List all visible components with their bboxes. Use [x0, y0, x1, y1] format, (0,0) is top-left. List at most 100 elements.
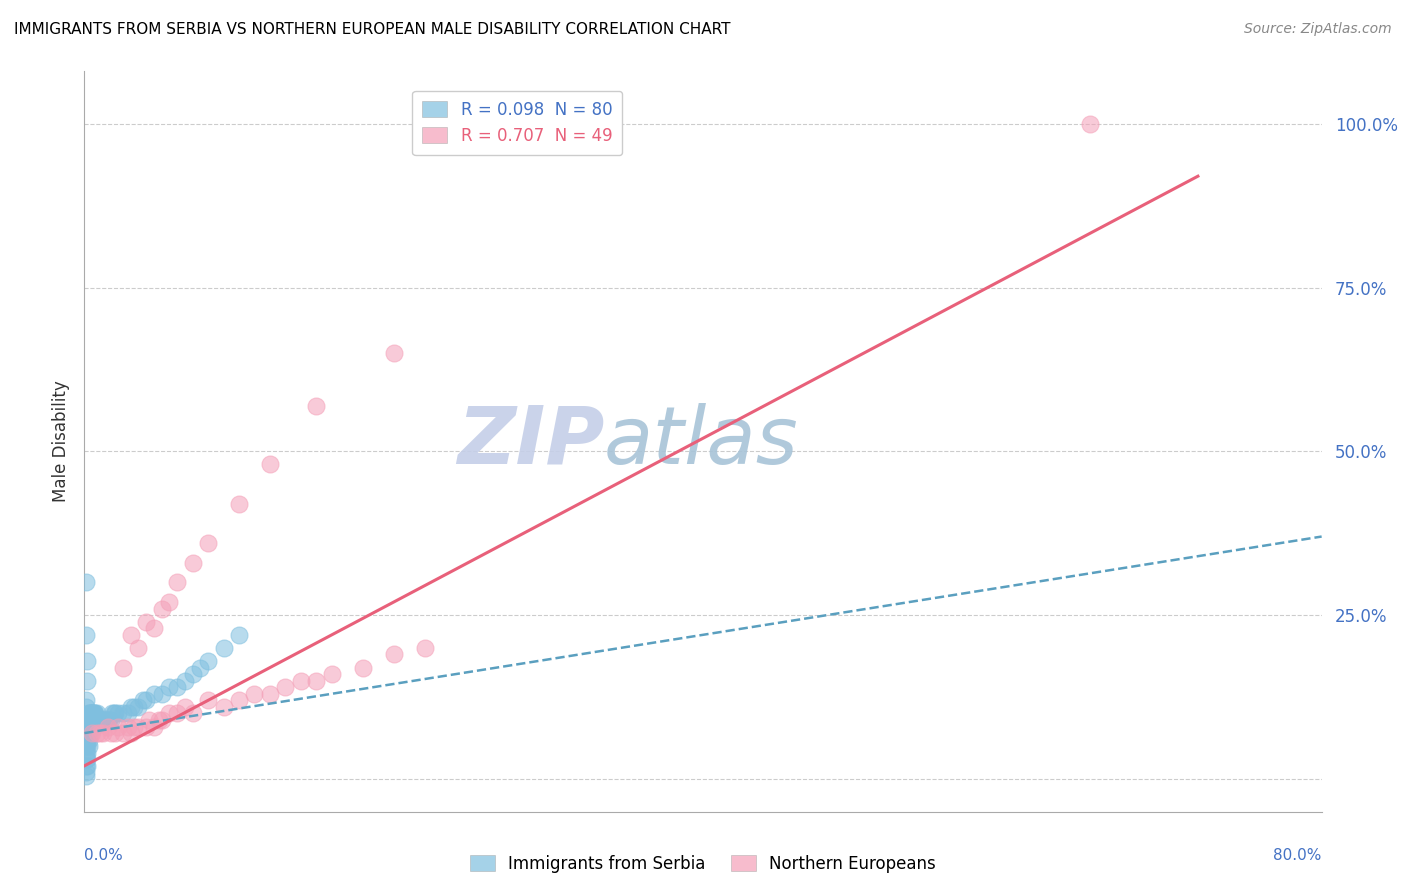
Point: [117, 706, 139, 721]
Point: [197, 654, 219, 668]
Legend: R = 0.098  N = 80, R = 0.707  N = 49: R = 0.098 N = 80, R = 0.707 N = 49: [412, 91, 623, 155]
Point: [77, 739, 100, 754]
Point: [89, 726, 111, 740]
Point: [87, 713, 110, 727]
Point: [83, 713, 105, 727]
Point: [76, 720, 98, 734]
Point: [84, 706, 107, 721]
Point: [148, 713, 170, 727]
Point: [86, 706, 108, 721]
Point: [274, 680, 297, 694]
Point: [150, 713, 173, 727]
Point: [174, 699, 197, 714]
Point: [90, 713, 112, 727]
Point: [259, 687, 281, 701]
Point: [77, 706, 100, 721]
Point: [143, 621, 166, 635]
Point: [82, 720, 104, 734]
Point: [75, 739, 97, 754]
Point: [75, 726, 97, 740]
Text: atlas: atlas: [605, 402, 799, 481]
Point: [135, 693, 157, 707]
Point: [100, 713, 122, 727]
Point: [103, 706, 125, 721]
Point: [107, 706, 129, 721]
Point: [76, 654, 98, 668]
Point: [382, 346, 405, 360]
Point: [112, 726, 135, 740]
Point: [132, 693, 155, 707]
Point: [228, 693, 250, 707]
Point: [104, 706, 127, 721]
Point: [135, 615, 157, 629]
Point: [89, 713, 111, 727]
Point: [83, 706, 105, 721]
Point: [112, 706, 135, 721]
Point: [75, 752, 97, 766]
Point: [243, 687, 266, 701]
Point: [1078, 117, 1101, 131]
Point: [413, 640, 436, 655]
Point: [76, 752, 98, 766]
Point: [77, 732, 100, 747]
Point: [101, 706, 124, 721]
Point: [75, 732, 97, 747]
Point: [352, 660, 374, 674]
Point: [120, 628, 142, 642]
Point: [197, 693, 219, 707]
Point: [75, 720, 97, 734]
Point: [75, 769, 97, 783]
Point: [107, 720, 129, 734]
Y-axis label: Male Disability: Male Disability: [52, 381, 70, 502]
Point: [79, 706, 101, 721]
Point: [79, 720, 101, 734]
Point: [127, 720, 149, 734]
Point: [98, 713, 121, 727]
Point: [76, 759, 98, 773]
Point: [120, 726, 142, 740]
Point: [159, 680, 180, 694]
Point: [159, 595, 180, 609]
Point: [76, 726, 98, 740]
Point: [76, 739, 98, 754]
Point: [138, 713, 160, 727]
Point: [122, 720, 145, 734]
Point: [76, 732, 98, 747]
Text: 0.0%: 0.0%: [84, 847, 124, 863]
Point: [83, 706, 105, 721]
Point: [305, 673, 328, 688]
Point: [75, 732, 97, 747]
Point: [104, 726, 127, 740]
Point: [212, 699, 235, 714]
Point: [259, 458, 281, 472]
Point: [75, 699, 97, 714]
Point: [75, 746, 97, 760]
Point: [159, 706, 180, 721]
Point: [75, 575, 97, 590]
Point: [82, 706, 104, 721]
Point: [86, 713, 108, 727]
Point: [122, 699, 145, 714]
Point: [75, 628, 97, 642]
Point: [75, 759, 97, 773]
Point: [174, 673, 197, 688]
Point: [166, 575, 188, 590]
Point: [166, 680, 188, 694]
Point: [77, 713, 100, 727]
Point: [117, 720, 139, 734]
Point: [84, 713, 107, 727]
Point: [181, 706, 204, 721]
Point: [91, 713, 114, 727]
Point: [79, 706, 101, 721]
Point: [228, 497, 250, 511]
Point: [120, 699, 142, 714]
Point: [76, 746, 98, 760]
Point: [212, 640, 235, 655]
Point: [91, 726, 114, 740]
Point: [82, 713, 104, 727]
Text: 80.0%: 80.0%: [1274, 847, 1322, 863]
Point: [305, 399, 328, 413]
Point: [127, 699, 149, 714]
Point: [96, 720, 118, 734]
Point: [197, 536, 219, 550]
